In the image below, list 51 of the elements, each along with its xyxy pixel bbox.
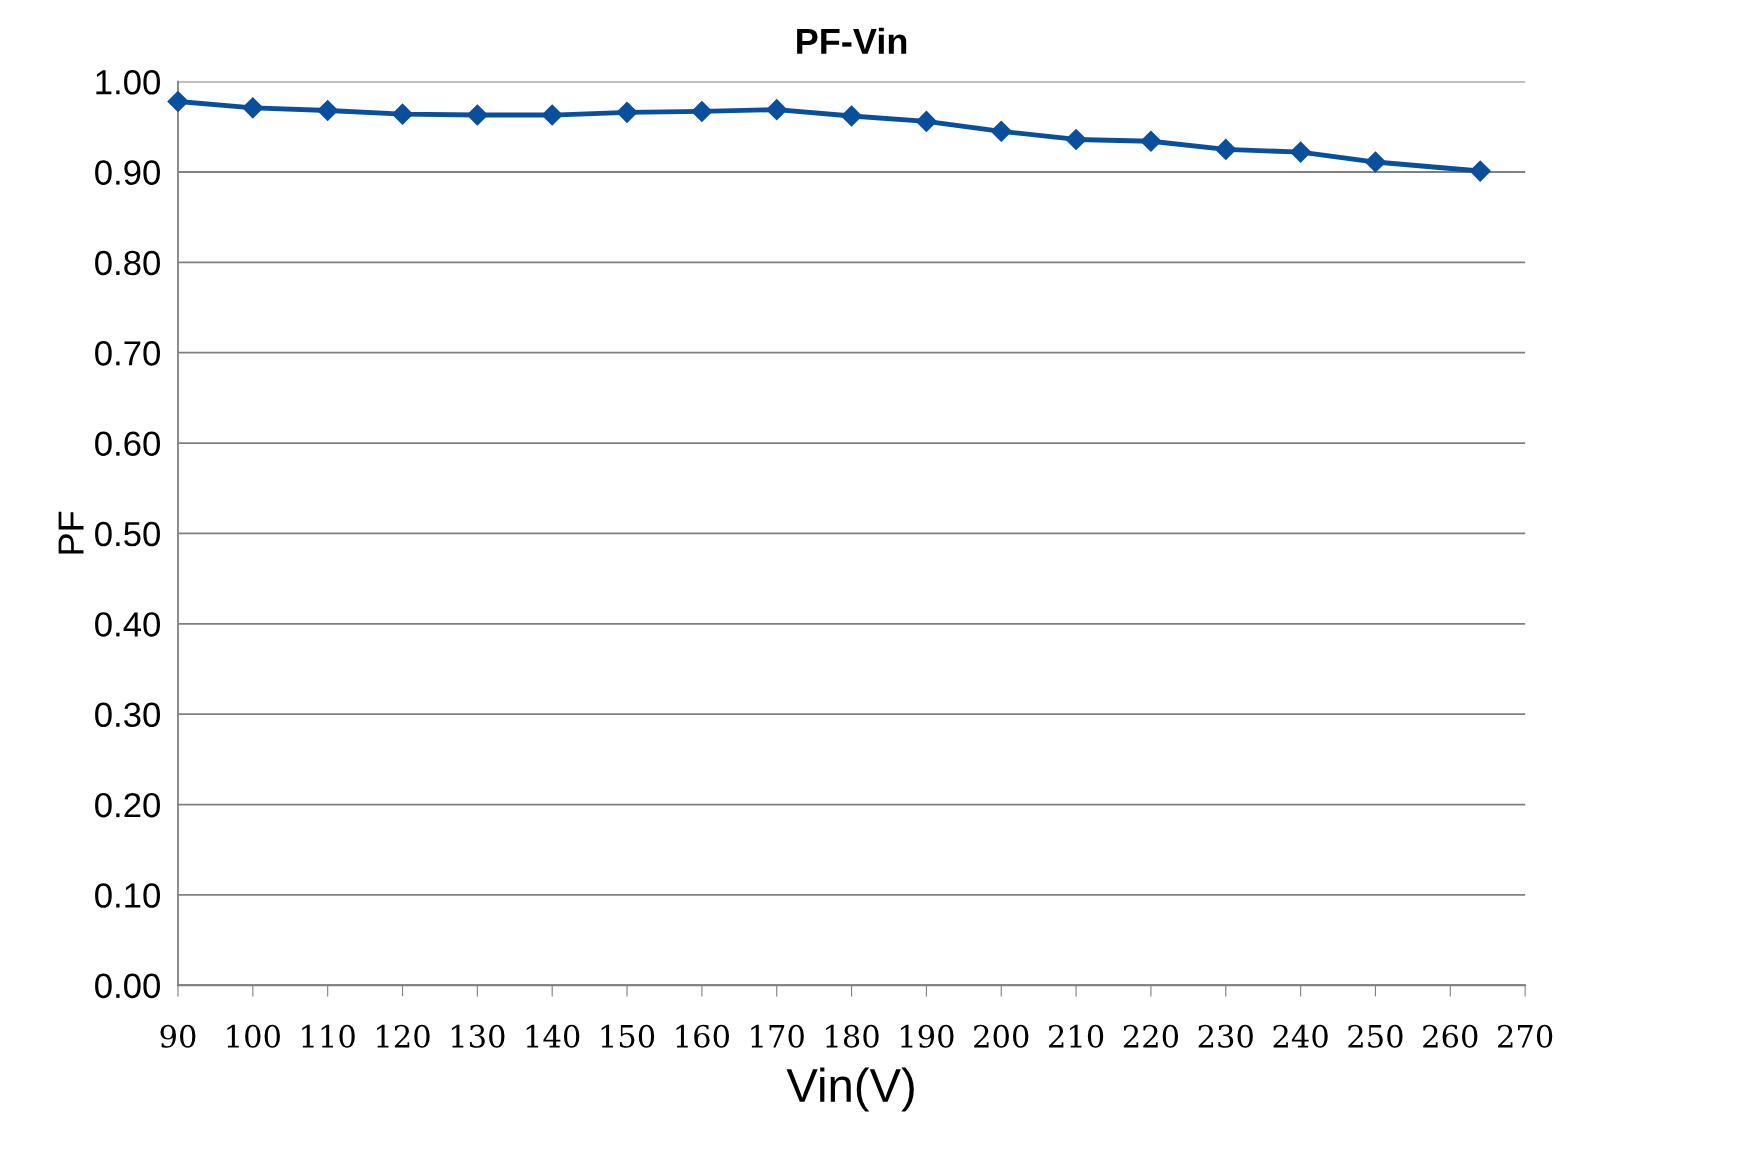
x-tick-label: 260 [1423, 1024, 1478, 1048]
x-tick-label: 200 [974, 1024, 1029, 1048]
point [766, 99, 788, 121]
point [1215, 138, 1237, 160]
y-tick-label: 0.20 [95, 792, 160, 818]
point [915, 110, 937, 132]
x-tick-label: 170 [751, 1024, 804, 1048]
point [1364, 151, 1386, 173]
y-tick-label: 0.30 [95, 702, 160, 728]
x-tick-label: 250 [1348, 1024, 1403, 1048]
x-tick-label: 150 [601, 1024, 655, 1048]
x-tick-label: 110 [302, 1024, 355, 1048]
point [466, 104, 488, 126]
point [167, 90, 189, 113]
point [317, 100, 339, 122]
point [391, 103, 414, 125]
x-tick-label: 140 [526, 1024, 580, 1048]
point [242, 97, 264, 119]
chart-title: PF-Vin [797, 27, 907, 54]
x-axis-title: Vin(V) [786, 1067, 914, 1112]
x-tick-label: 160 [676, 1024, 730, 1048]
point [616, 101, 638, 123]
y-tick-label: 0.80 [95, 250, 160, 276]
y-tick-label: 0.70 [95, 341, 160, 366]
x-tick-label: 220 [1123, 1024, 1179, 1048]
point [990, 120, 1012, 142]
y-tick-label: 1.00 [96, 69, 160, 95]
y-axis-title: PF [58, 511, 84, 554]
y-tick-label: 0.10 [95, 883, 160, 908]
y-tick-label: 0.60 [95, 431, 160, 456]
point [1469, 160, 1491, 182]
x-tick-label: 100 [227, 1024, 280, 1048]
x-tick-label: 90 [160, 1024, 196, 1048]
x-tick-label: 230 [1198, 1024, 1253, 1048]
x-tick-label: 120 [377, 1024, 430, 1048]
point [541, 104, 563, 126]
x-tick-label: 240 [1273, 1024, 1328, 1048]
x-tick-label: 210 [1048, 1024, 1104, 1048]
x-tick-label: 180 [826, 1024, 879, 1048]
x-tick-label: 270 [1498, 1024, 1553, 1048]
y-tick-label: 0.90 [95, 160, 160, 185]
point [1065, 128, 1087, 150]
y-tick-label: 0.00 [95, 973, 160, 999]
x-tick-label: 130 [451, 1024, 505, 1048]
point [841, 105, 863, 127]
x-tick-label: 190 [900, 1024, 954, 1048]
point [1140, 130, 1162, 152]
point [1290, 141, 1312, 163]
y-tick-label: 0.40 [95, 612, 160, 637]
y-tick-label: 0.50 [95, 521, 160, 547]
point [691, 100, 713, 122]
